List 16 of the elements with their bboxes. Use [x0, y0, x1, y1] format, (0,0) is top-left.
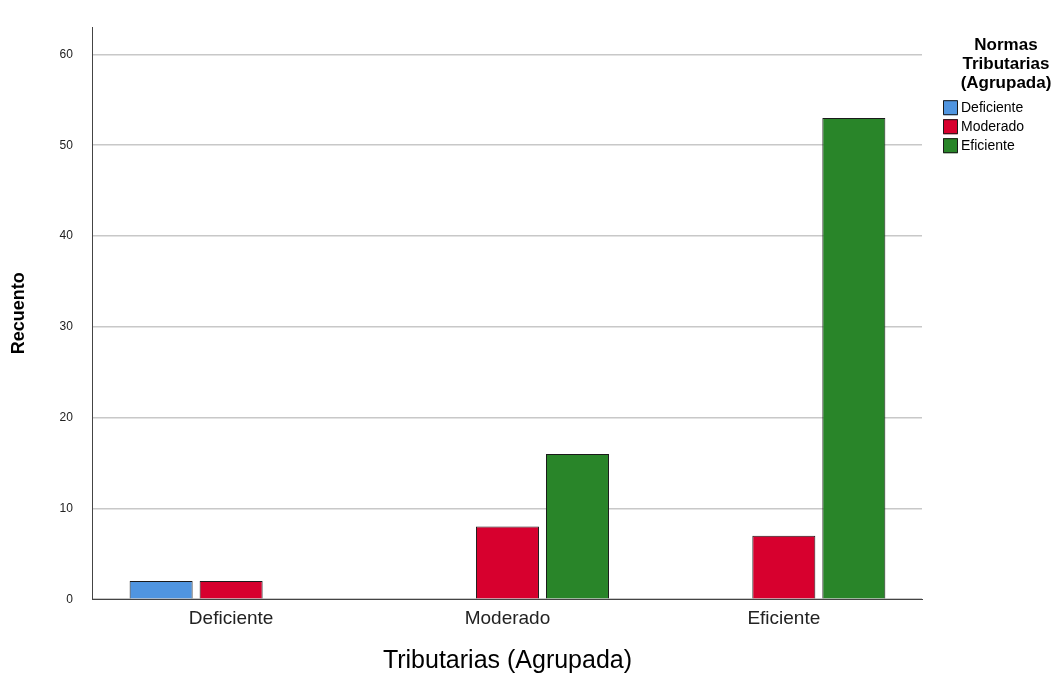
- y-tick-label: 0: [66, 591, 74, 606]
- legend-label: Deficiente: [961, 99, 1024, 116]
- y-tick-label: 50: [59, 137, 74, 152]
- y-tick-label: 40: [59, 228, 74, 243]
- x-tick-label: Eficiente: [747, 606, 821, 628]
- x-tick-label: Deficiente: [188, 606, 274, 628]
- legend-title: Normas Tributarias (Agrupada): [960, 35, 1052, 93]
- y-tick-label: 20: [59, 409, 74, 424]
- y-tick-label: 10: [59, 500, 74, 515]
- legend-label: Eficiente: [961, 137, 1015, 154]
- y-tick-label: 30: [59, 319, 74, 334]
- legend-label: Moderado: [961, 118, 1025, 135]
- y-tick-label: 60: [59, 46, 74, 61]
- x-axis-title: Tributarias (Agrupada): [382, 644, 633, 673]
- x-tick-label: Moderado: [464, 606, 551, 628]
- y-axis-title: Recuento: [7, 272, 28, 355]
